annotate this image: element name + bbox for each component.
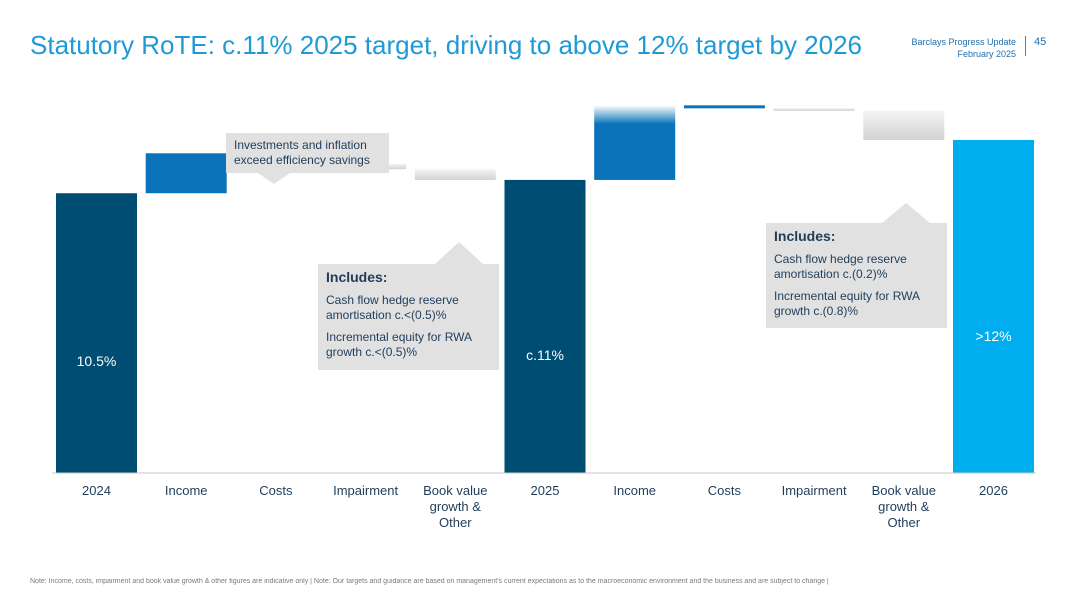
header-divider xyxy=(1025,36,1026,56)
category-label-8: Costs xyxy=(708,483,742,498)
callout-costs-text: Investments and inflation exceed efficie… xyxy=(234,138,370,167)
bar-11-2026 xyxy=(953,139,1034,473)
page-number: 45 xyxy=(1034,36,1047,48)
category-label-6: 2025 xyxy=(531,483,560,498)
bar-8-costs xyxy=(683,105,765,109)
category-label-2: Income xyxy=(165,483,208,498)
bar-9-impairment xyxy=(773,107,855,111)
bar-2-income xyxy=(145,153,227,194)
data-label-1: 10.5% xyxy=(77,353,117,369)
category-label-11: 2026 xyxy=(979,483,1008,498)
category-label-4: Impairment xyxy=(333,483,398,498)
footer-note: Note: Income, costs, impairment and book… xyxy=(30,578,829,585)
callout-left-heading: Includes: xyxy=(326,269,388,285)
callout-right-heading: Includes: xyxy=(774,228,836,244)
callout-right-pointer xyxy=(882,203,930,223)
brand-line-2: February 2025 xyxy=(957,49,1016,59)
callout-left: Includes: Cash flow hedge reserve amorti… xyxy=(318,264,499,370)
callout-right-item-2: Incremental equity for RWA growth c.(0.8… xyxy=(774,289,920,318)
bar-10-book-value-growth-other xyxy=(863,110,945,140)
bar-1-2024 xyxy=(56,193,137,473)
bar-5-book-value-growth-other xyxy=(414,169,496,180)
callout-left-item-1: Cash flow hedge reserve amortisation c.<… xyxy=(326,293,459,322)
category-label-10: Book value growth & Other xyxy=(872,483,936,530)
callout-left-pointer xyxy=(435,242,483,264)
category-label-9: Impairment xyxy=(782,483,847,498)
page-title: Statutory RoTE: c.11% 2025 target, drivi… xyxy=(30,30,863,60)
callout-costs: Investments and inflation exceed efficie… xyxy=(226,133,389,173)
category-label-3: Costs xyxy=(259,483,293,498)
brand-block: Barclays Progress Update February 2025 xyxy=(880,36,1016,60)
brand-line-1: Barclays Progress Update xyxy=(911,37,1016,47)
category-label-1: 2024 xyxy=(82,483,111,498)
bar-6-2025 xyxy=(504,179,586,473)
data-label-6: c.11% xyxy=(526,347,564,363)
category-label-7: Income xyxy=(613,483,656,498)
category-label-5: Book value growth & Other xyxy=(423,483,487,530)
callout-costs-pointer xyxy=(258,173,290,184)
callout-right: Includes: Cash flow hedge reserve amorti… xyxy=(766,223,947,328)
callout-left-item-2: Incremental equity for RWA growth c.<(0.… xyxy=(326,330,472,359)
data-label-11: >12% xyxy=(975,328,1011,344)
callout-right-item-1: Cash flow hedge reserve amortisation c.(… xyxy=(774,252,907,281)
bar-7-income xyxy=(594,105,676,180)
